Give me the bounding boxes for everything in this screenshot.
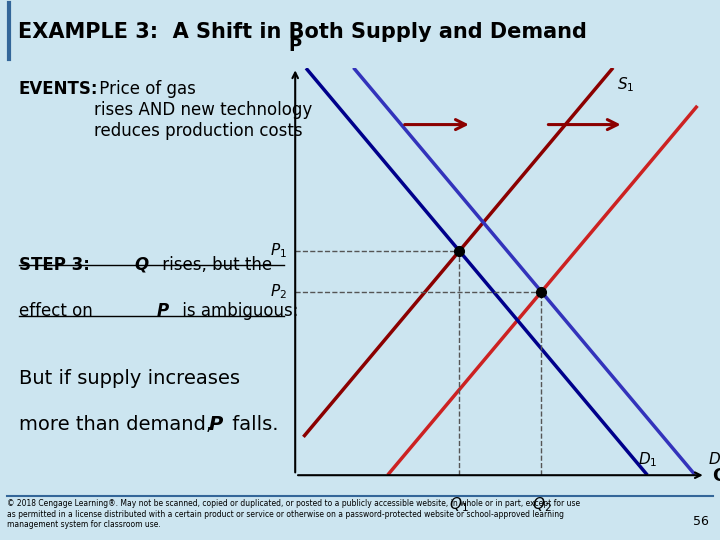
Text: falls.: falls. [226, 415, 279, 434]
Text: P: P [157, 302, 169, 320]
Text: Q: Q [134, 256, 148, 274]
Text: is ambiguous:: is ambiguous: [177, 302, 299, 320]
Text: $Q_2$: $Q_2$ [531, 496, 552, 514]
Text: more than demand,: more than demand, [19, 415, 218, 434]
Text: 56: 56 [693, 515, 709, 528]
Text: $D_2$: $D_2$ [708, 450, 720, 469]
Text: $P_1$: $P_1$ [270, 241, 287, 260]
Text: EVENTS:: EVENTS: [19, 80, 98, 98]
Text: $Q_1$: $Q_1$ [449, 496, 469, 514]
Text: rises, but the: rises, but the [157, 256, 272, 274]
Text: But if supply increases: But if supply increases [19, 369, 240, 388]
Text: $D_1$: $D_1$ [638, 450, 657, 469]
Text: Q: Q [712, 466, 720, 484]
Text: P: P [209, 415, 223, 434]
Text: Price of gas
rises AND new technology
reduces production costs: Price of gas rises AND new technology re… [94, 80, 312, 140]
Text: effect on: effect on [19, 302, 98, 320]
Text: P: P [289, 37, 302, 55]
Text: $P_2$: $P_2$ [270, 282, 287, 301]
Text: $S_1$: $S_1$ [617, 76, 635, 94]
Text: STEP 3:: STEP 3: [19, 256, 101, 274]
Text: © 2018 Cengage Learning®. May not be scanned, copied or duplicated, or posted to: © 2018 Cengage Learning®. May not be sca… [7, 500, 580, 529]
Text: EXAMPLE 3:  A Shift in Both Supply and Demand: EXAMPLE 3: A Shift in Both Supply and De… [18, 22, 587, 42]
